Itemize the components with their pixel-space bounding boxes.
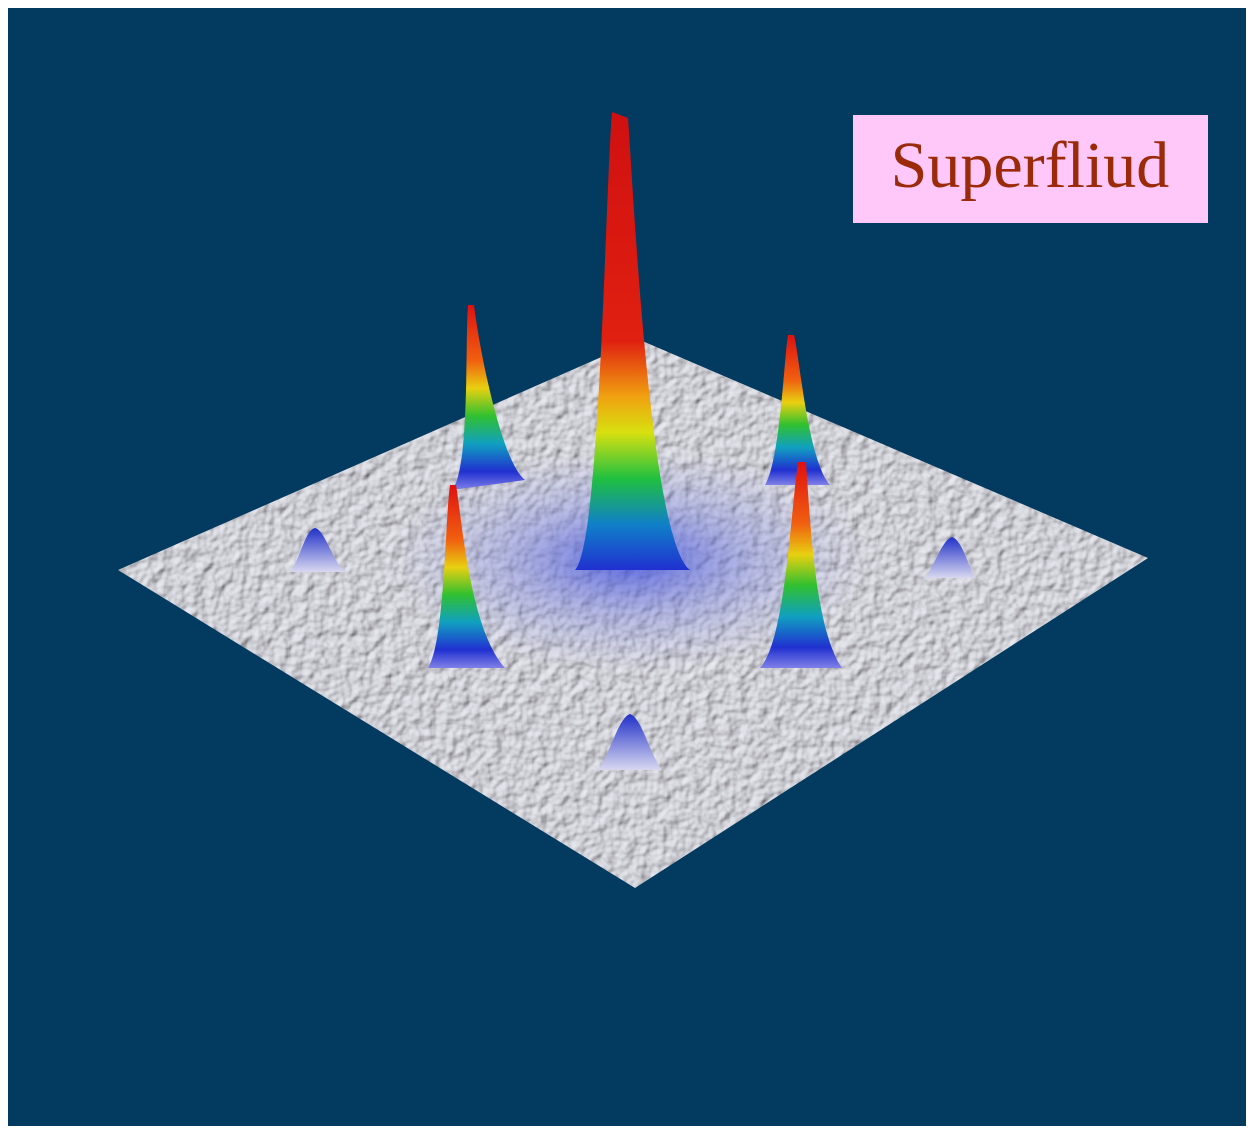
- peak: [428, 485, 505, 668]
- small-peak: [290, 528, 345, 572]
- peak: [452, 305, 525, 490]
- small-peak: [925, 537, 975, 578]
- peak: [765, 335, 830, 485]
- peak: [760, 462, 842, 668]
- label-box: [853, 115, 1208, 223]
- label: Superfliud: [891, 129, 1170, 202]
- small-peak: [598, 714, 662, 770]
- main-peak: [575, 112, 690, 570]
